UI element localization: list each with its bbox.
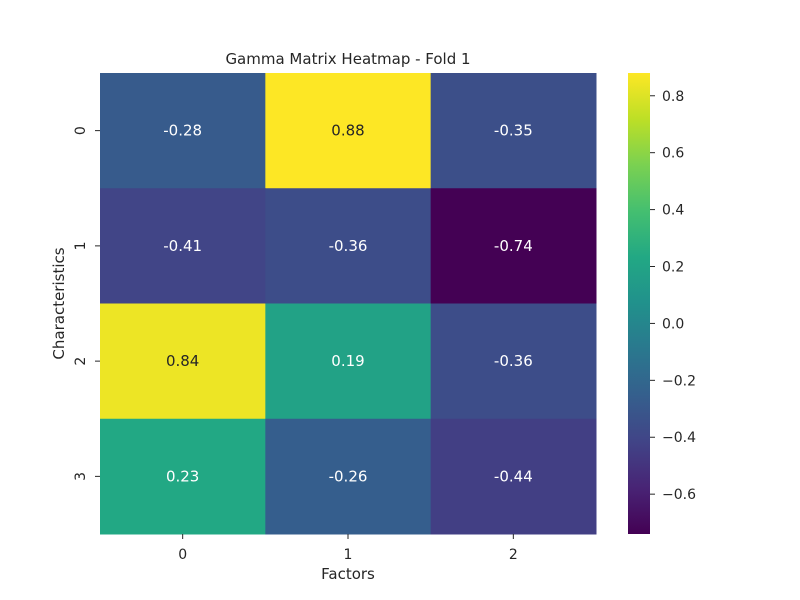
cell-value-label: -0.74 [494, 237, 533, 255]
heatmap-cell [100, 418, 266, 535]
x-axis-ticks: 0 1 2 [178, 534, 518, 563]
heatmap-cell [100, 73, 266, 189]
heatmap-cell [100, 303, 266, 420]
heatmap-cell [265, 303, 432, 420]
y-tick-label: 2 [73, 357, 89, 366]
x-axis-label: Factors [321, 565, 375, 583]
cell-value-label: 0.23 [166, 467, 199, 485]
chart-title: Gamma Matrix Heatmap - Fold 1 [225, 50, 470, 68]
x-tick-label: 0 [178, 547, 187, 563]
cell-value-label: 0.19 [331, 352, 364, 370]
y-axis-label: Characteristics [50, 247, 68, 359]
y-axis-ticks: 0 1 2 3 [73, 126, 100, 481]
heatmap-cells [100, 73, 597, 535]
heatmap-cell [265, 188, 432, 304]
colorbar-tick-label: 0.2 [662, 260, 684, 276]
heatmap-cell [265, 418, 432, 535]
colorbar: 0.8 0.6 0.4 0.2 0.0 −0.2 −0.4 −0.6 [628, 73, 696, 534]
cell-value-label: 0.84 [166, 352, 199, 370]
x-tick-label: 2 [509, 547, 518, 563]
colorbar-tick-label: 0.4 [662, 203, 684, 219]
cell-value-label: -0.35 [494, 122, 533, 140]
heatmap-cell [430, 73, 597, 189]
cell-value-label: -0.28 [163, 122, 202, 140]
colorbar-tick-label: −0.4 [662, 430, 696, 446]
heatmap-cell [430, 303, 597, 420]
cell-value-label: -0.26 [329, 467, 368, 485]
x-tick-label: 1 [344, 547, 353, 563]
cell-value-label: -0.36 [329, 237, 368, 255]
colorbar-ticks: 0.8 0.6 0.4 0.2 0.0 −0.2 −0.4 −0.6 [650, 89, 696, 503]
y-tick-label: 3 [73, 472, 89, 481]
colorbar-gradient [628, 73, 650, 534]
cell-value-label: -0.44 [494, 467, 533, 485]
colorbar-tick-label: 0.0 [662, 316, 684, 332]
cell-annotations: -0.28 0.88 -0.35 -0.41 -0.36 -0.74 0.84 0.19 -0.… [163, 122, 532, 486]
heatmap-cell [430, 418, 597, 535]
colorbar-tick-label: −0.6 [662, 487, 696, 503]
heatmap-cell [100, 188, 266, 304]
y-tick-label: 1 [73, 241, 89, 250]
heatmap-cell [265, 73, 432, 189]
colorbar-tick-label: 0.6 [662, 146, 684, 162]
colorbar-tick-label: 0.8 [662, 89, 684, 105]
heatmap-cell [430, 188, 597, 304]
cell-value-label: -0.41 [163, 237, 202, 255]
colorbar-tick-label: −0.2 [662, 373, 696, 389]
y-tick-label: 0 [73, 126, 89, 135]
cell-value-label: 0.88 [331, 122, 364, 140]
cell-value-label: -0.36 [494, 352, 533, 370]
